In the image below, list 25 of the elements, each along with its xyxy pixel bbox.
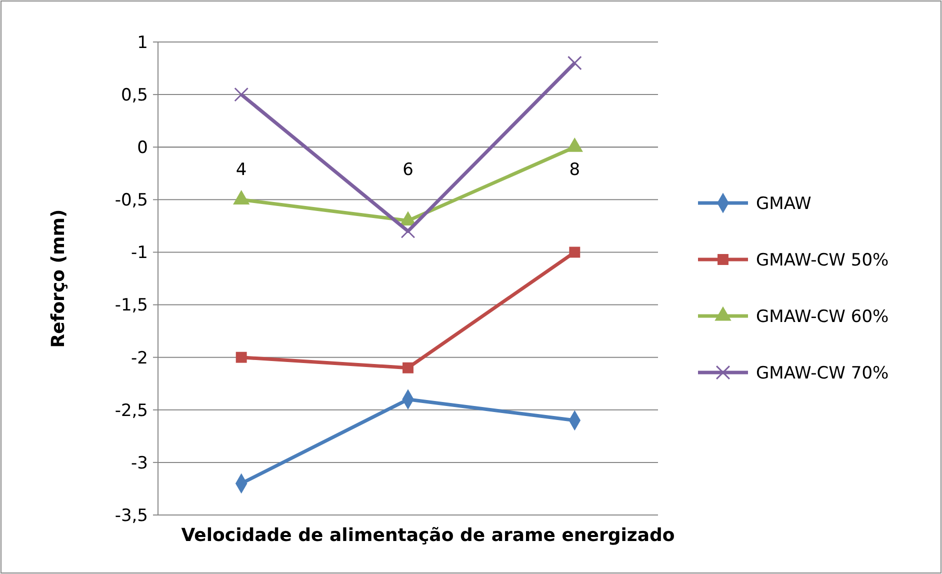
- point: [400, 224, 416, 238]
- y-tick-label: 1: [137, 32, 148, 53]
- point: [402, 362, 414, 374]
- legend-label: GMAW-CW 60%: [756, 306, 889, 327]
- point: [569, 246, 580, 258]
- x-axis-title: Velocidade de alimentação de arame energizado: [181, 525, 675, 546]
- y-tick-label: -2: [131, 348, 148, 368]
- point: [236, 352, 247, 363]
- point: [567, 56, 582, 70]
- y-tick-label: 0,5: [120, 86, 148, 106]
- legend-label: GMAW-CW 50%: [756, 250, 889, 270]
- y-tick-label: -0,5: [114, 190, 148, 211]
- y-tick-label: -1,5: [114, 296, 148, 316]
- x-tick-label: 4: [236, 160, 247, 180]
- y-tick-label: 0: [137, 138, 148, 158]
- legend-label: GMAW-CW 70%: [756, 363, 889, 384]
- y-tick-label: -3: [131, 453, 148, 474]
- y-axis-title: Reforço (mm): [48, 209, 69, 348]
- y-tick-label: -1: [131, 243, 148, 264]
- y-tick-label: -2,5: [114, 400, 148, 421]
- y-tick-label: -3,5: [114, 506, 148, 526]
- legend-label: GMAW: [756, 194, 812, 214]
- x-tick-label: 6: [402, 160, 414, 180]
- x-tick-label: 8: [569, 160, 580, 180]
- point: [234, 87, 249, 102]
